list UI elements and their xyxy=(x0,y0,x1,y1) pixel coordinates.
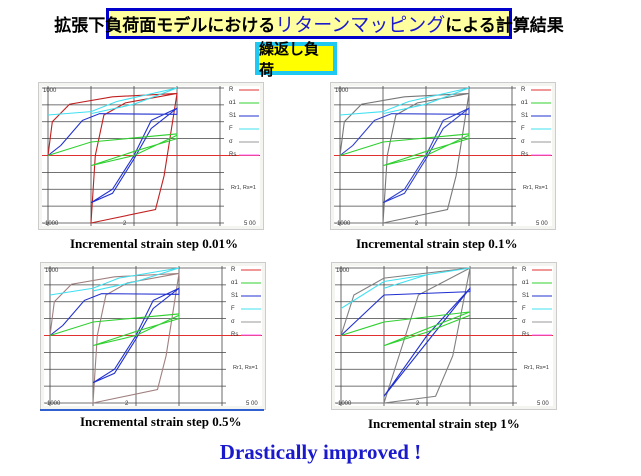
caption-1: Incremental strain step 0.01% xyxy=(70,236,239,251)
legend-label: S1 xyxy=(231,293,239,299)
x-mid-label: 2 xyxy=(123,221,127,227)
legend-label: α1 xyxy=(522,280,529,286)
legend-label: S1 xyxy=(521,113,529,119)
chart-0.1: Rα1 S1 Fσ Rs 1000 -1000 2 5 00 Rr1, Rs=1 xyxy=(334,86,552,227)
caption-4: Incremental strain step 1% xyxy=(368,416,520,431)
series-F xyxy=(49,267,180,296)
x-right-label: 5 00 xyxy=(536,221,548,227)
legend-label: R xyxy=(522,267,527,273)
x-right-label: 5 00 xyxy=(244,221,256,227)
series-F xyxy=(340,267,471,309)
parameter-note: Rr1, Rs=1 xyxy=(231,185,256,191)
y-top-label: 1000 xyxy=(336,268,350,274)
parameter-note: Rr1, Rs=1 xyxy=(233,365,258,371)
series-R xyxy=(47,92,178,224)
series-σ xyxy=(339,92,470,224)
legend-label: α1 xyxy=(229,100,236,106)
slide-subtitle: 繰返し負荷 xyxy=(255,41,337,79)
x-right-label: 5 00 xyxy=(537,401,549,407)
chart-1: Rα1 S1 Fσ Rs 1000 -1000 2 5 00 Rr1, Rs=1 xyxy=(335,266,553,407)
legend-label: F xyxy=(521,126,525,132)
slide-title: 拡張下負荷面モデルにおける リターンマッピング による計算結果 xyxy=(54,8,564,39)
legend-label: R xyxy=(229,87,234,93)
y-top-label: 1000 xyxy=(45,268,59,274)
conclusion-text: Drastically improved ! xyxy=(219,440,422,464)
y-bottom-label: -1000 xyxy=(43,221,59,227)
legend-label: S1 xyxy=(522,293,530,299)
caption-3: Incremental strain step 0.5% xyxy=(80,414,242,429)
y-bottom-label: -1000 xyxy=(336,401,352,407)
legend-label: σ xyxy=(229,139,233,145)
y-bottom-label: -1000 xyxy=(335,221,351,227)
series-S1 xyxy=(339,107,470,204)
series-S1 xyxy=(49,287,180,384)
y-top-label: 1000 xyxy=(335,88,349,94)
caption-2: Incremental strain step 0.1% xyxy=(356,236,518,251)
legend-label: F xyxy=(522,306,526,312)
legend-label: Rs xyxy=(231,332,238,338)
divider xyxy=(40,409,264,411)
legend-label: R xyxy=(521,87,526,93)
series-α1 xyxy=(47,133,178,167)
parameter-note: Rr1, Rs=1 xyxy=(524,365,549,371)
chart-0.01: Rα1 S1 Fσ Rs 1000 -1000 2 5 00 Rr1, Rs=1 xyxy=(42,86,260,227)
legend-label: α1 xyxy=(521,100,528,106)
legend-label: R xyxy=(231,267,236,273)
legend-label: F xyxy=(231,306,235,312)
x-mid-label: 2 xyxy=(125,401,129,407)
series-α1 xyxy=(339,133,470,167)
title-highlight: リターンマッピング xyxy=(275,15,446,36)
legend-label: σ xyxy=(231,319,235,325)
title-text: 拡張下負荷面モデルにおける xyxy=(54,16,276,35)
series-S1 xyxy=(340,286,471,397)
legend-label: σ xyxy=(521,139,525,145)
legend-label: Rs xyxy=(229,152,236,158)
chart-0.5: Rα1 S1 Fσ Rs 1000 -1000 2 5 00 Rr1, Rs=1 xyxy=(44,266,262,407)
legend-label: α1 xyxy=(231,280,238,286)
series-F xyxy=(47,87,178,116)
x-right-label: 5 00 xyxy=(246,401,258,407)
series-σ xyxy=(49,272,180,404)
title-text-end: による計算結果 xyxy=(445,16,564,35)
x-mid-label: 2 xyxy=(415,221,419,227)
legend-label: Rs xyxy=(521,152,528,158)
series-σ xyxy=(340,267,471,404)
series-S1 xyxy=(47,107,178,204)
legend-label: σ xyxy=(522,319,526,325)
series-F xyxy=(339,87,470,116)
series-α1 xyxy=(49,313,180,347)
legend-label: S1 xyxy=(229,113,237,119)
legend-label: F xyxy=(229,126,233,132)
x-mid-label: 2 xyxy=(416,401,420,407)
y-bottom-label: -1000 xyxy=(45,401,61,407)
series-α1 xyxy=(340,311,471,347)
parameter-note: Rr1, Rs=1 xyxy=(523,185,548,191)
legend-label: Rs xyxy=(522,332,529,338)
y-top-label: 1000 xyxy=(43,88,57,94)
